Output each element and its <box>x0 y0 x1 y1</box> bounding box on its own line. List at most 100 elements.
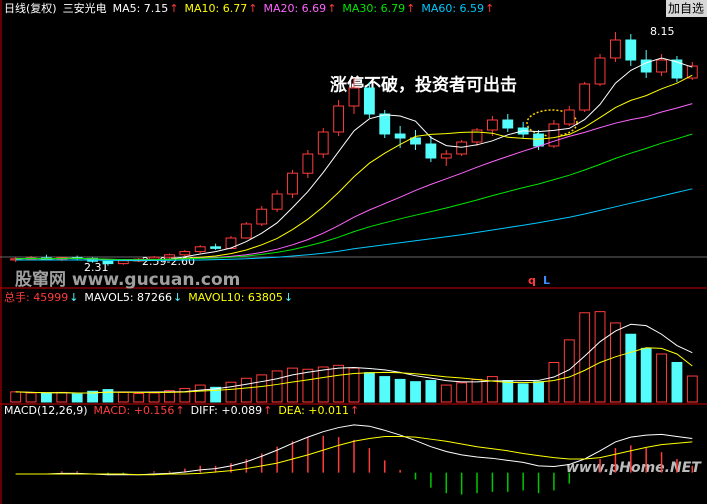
volume-bar <box>410 381 421 403</box>
legend-entry: MA60: 6.59 <box>421 2 484 15</box>
candle-body <box>394 133 406 139</box>
candle-body <box>594 57 606 85</box>
watermark: 股窜网 www.gucuan.com <box>15 269 240 290</box>
legend-entry: MAVOL10: 63805 <box>188 291 283 304</box>
candle-body <box>302 153 314 174</box>
legend-entry: MA10: 6.77 <box>185 2 248 15</box>
legend-trend: ↓ <box>173 291 182 304</box>
low-label: 2.31 <box>84 261 109 274</box>
volume-bar <box>425 380 437 403</box>
legend-trend: ↑ <box>406 2 415 15</box>
volume-bar <box>579 312 591 403</box>
candle-body <box>194 246 206 253</box>
button-label[interactable]: 加自选 <box>668 2 704 16</box>
volume-bar <box>271 370 283 403</box>
candle-body <box>440 153 452 159</box>
period-label: 日线(复权) <box>4 1 57 15</box>
candle-body <box>348 87 360 107</box>
legend-trend: ↑ <box>263 404 272 417</box>
marker-l: L <box>543 274 550 287</box>
candle-body <box>533 133 544 147</box>
volume-bar <box>194 384 206 403</box>
volume-bar <box>517 383 529 403</box>
marker-q: q <box>528 274 536 287</box>
candle-body <box>317 131 329 155</box>
candle-body <box>256 208 268 225</box>
candle-body <box>671 59 683 79</box>
indicator-line <box>15 435 693 476</box>
volume-bar <box>10 391 22 403</box>
candle-body <box>148 256 160 260</box>
volume-bar <box>548 361 560 403</box>
candle-body <box>579 83 591 111</box>
legend-trend: ↑ <box>485 2 494 15</box>
candle-body <box>471 129 483 143</box>
volume-bar <box>656 353 667 403</box>
candle-body <box>179 251 191 256</box>
legend-trend: ↑ <box>175 404 184 417</box>
volume-bar <box>686 375 698 403</box>
candle-body <box>240 223 252 239</box>
candle-body <box>210 246 222 249</box>
legend-trend: ↓ <box>284 291 293 304</box>
volume-bar <box>117 391 129 403</box>
volume-bar <box>41 393 52 403</box>
volume-bar <box>71 393 83 403</box>
volume-bar <box>25 392 37 403</box>
legend-entry: MAVOL5: 87266 <box>84 291 172 304</box>
annotation-note: 涨停不破，投资者可出击 <box>330 75 517 96</box>
candle-body <box>502 119 514 129</box>
indicator-line <box>15 347 693 394</box>
volume-bar <box>87 390 98 403</box>
volume-bar <box>240 377 252 403</box>
candle-body <box>287 172 298 195</box>
watermark: www.pHome.NET <box>566 460 702 476</box>
macd-title: MACD(12,26,9) <box>4 404 88 417</box>
volume-bar <box>640 347 652 403</box>
candle-body <box>640 59 652 73</box>
candle-body <box>563 109 575 125</box>
volume-bar <box>56 391 68 403</box>
candle-body <box>271 193 283 210</box>
volume-bar <box>333 364 345 403</box>
volume-bar <box>625 333 637 403</box>
candle-body <box>410 137 421 145</box>
indicator-line <box>15 133 693 261</box>
legend-trend: ↓ <box>69 291 78 304</box>
candle-body <box>164 254 175 258</box>
candle-body <box>625 39 637 61</box>
volume-bar <box>486 376 498 403</box>
legend-trend: ↑ <box>248 2 257 15</box>
volume-bar <box>133 393 145 403</box>
candle-body <box>656 59 667 73</box>
highlight-ellipse <box>526 109 578 137</box>
candle-body <box>425 143 437 159</box>
volume-title: 总手: 45999 <box>4 290 68 304</box>
legend-entry: MA5: 7.15 <box>113 2 169 15</box>
volume-bar <box>394 378 406 403</box>
candle-body <box>379 113 391 135</box>
legend-trend: ↑ <box>350 404 359 417</box>
volume-bar <box>563 339 575 403</box>
candle-body <box>686 65 698 79</box>
legend-entry: MA30: 6.79 <box>342 2 405 15</box>
candle-body <box>333 105 345 133</box>
volume-bar <box>148 392 160 403</box>
volume-bar <box>179 387 191 403</box>
volume-bar <box>225 381 237 403</box>
add-watchlist-button[interactable] <box>666 0 707 17</box>
legend-entry: DEA: +0.011 <box>278 404 349 417</box>
indicator-line <box>15 188 693 261</box>
candle-body <box>363 87 375 115</box>
legend-entry: MACD: +0.156 <box>94 404 175 417</box>
candle-body <box>548 123 560 147</box>
candle-body <box>486 119 498 131</box>
volume-bar <box>502 380 514 403</box>
stock-name: 三安光电 <box>63 1 107 15</box>
candle-body <box>102 260 114 265</box>
legend-trend: ↑ <box>169 2 178 15</box>
legend-entry: MA20: 6.69 <box>263 2 326 15</box>
volume-bar <box>440 384 452 403</box>
volume-bar <box>287 367 298 403</box>
